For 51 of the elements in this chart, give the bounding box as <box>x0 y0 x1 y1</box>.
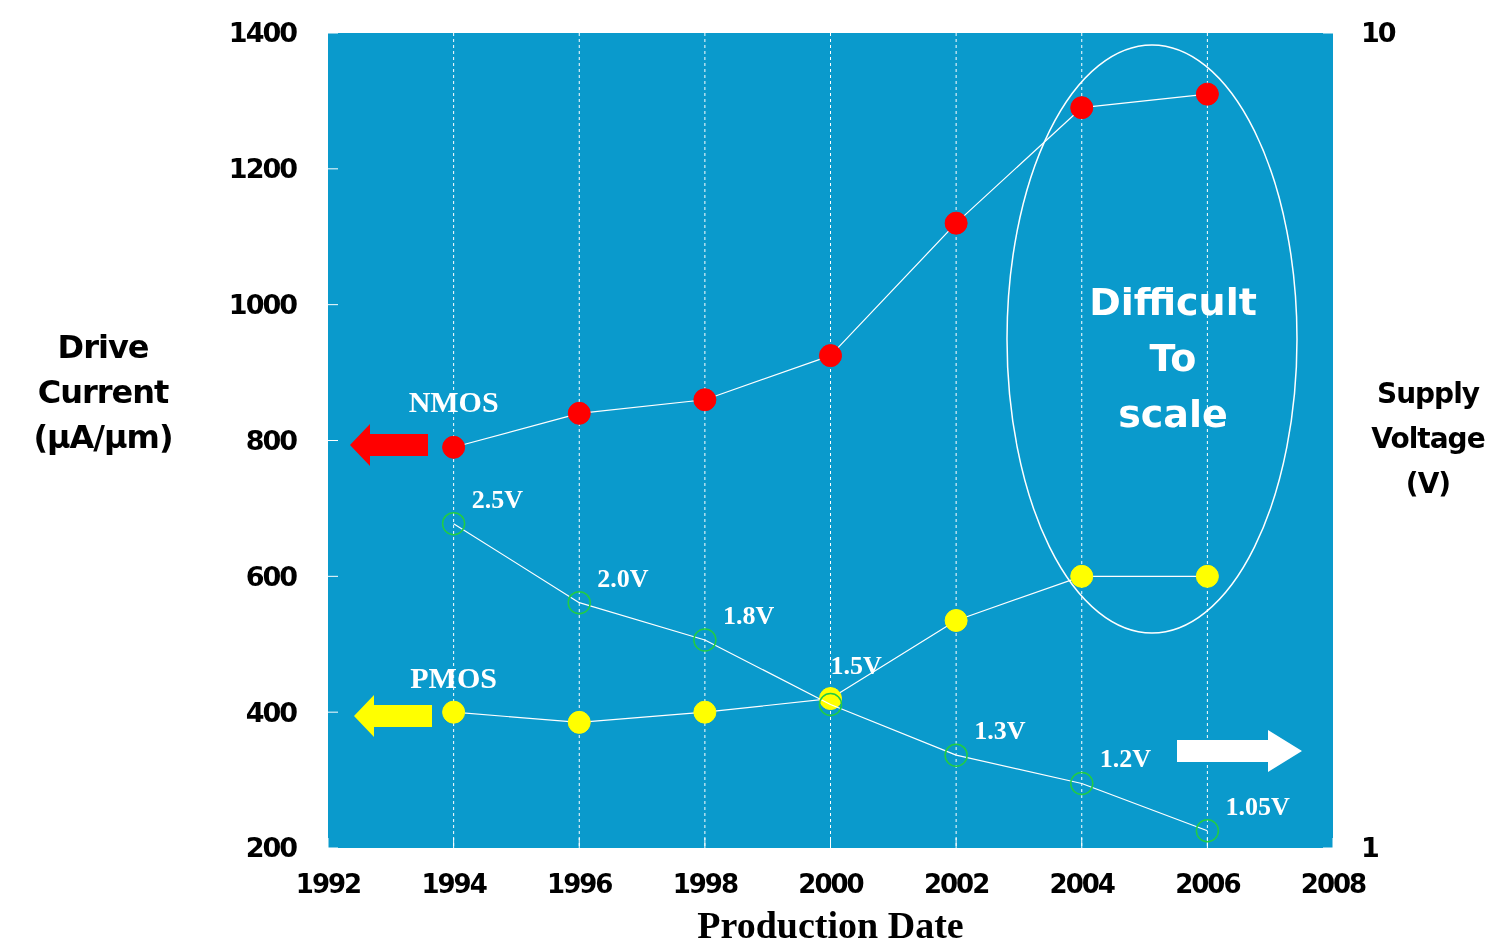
point <box>944 211 968 235</box>
x-tick-label: 2002 <box>923 869 989 899</box>
point <box>693 628 717 652</box>
point <box>442 700 466 724</box>
point <box>818 692 843 717</box>
y-tick-label: 1200 <box>228 153 298 185</box>
y2-axis-title: Supply Voltage (V) <box>1371 377 1485 500</box>
point <box>944 743 968 767</box>
point <box>693 700 717 724</box>
annotation: Difficult To scale <box>1089 280 1257 436</box>
x-tick-label: 1996 <box>547 869 613 899</box>
y-tick-label: 400 <box>245 696 298 728</box>
point <box>1195 564 1219 588</box>
point <box>567 590 591 615</box>
x-tick-label: 2006 <box>1175 869 1241 899</box>
x-axis-title: Production Date <box>697 904 964 944</box>
point <box>819 344 842 368</box>
y-tick-label: 1400 <box>228 17 298 49</box>
y-tick-label: 200 <box>245 832 298 864</box>
x-tick-label: 1992 <box>295 869 361 899</box>
series-label: NMOS <box>408 385 499 419</box>
y-axis-title: Drive Current (µA/µm) <box>33 328 173 456</box>
data-label: 2.5V <box>471 484 524 514</box>
x-tick-label: 1994 <box>421 869 487 899</box>
y2-tick-label: 10 <box>1361 17 1396 49</box>
data-label: 2.0V <box>597 563 649 593</box>
point <box>567 710 591 734</box>
x-tick-label: 2008 <box>1300 869 1367 899</box>
point <box>1195 818 1220 843</box>
data-label: 1.2V <box>1099 744 1152 774</box>
point <box>1070 564 1094 588</box>
x-tick-label: 1998 <box>672 869 738 899</box>
data-label: 1.05V <box>1225 791 1290 821</box>
y-tick-label: 1000 <box>228 289 298 321</box>
point <box>442 435 466 459</box>
point <box>1070 771 1094 796</box>
y-tick-label: 800 <box>245 424 298 456</box>
x-tick-label: 2004 <box>1049 869 1115 899</box>
data-label: 1.5V <box>830 651 882 681</box>
series-label: PMOS <box>410 661 497 695</box>
point <box>1070 96 1094 120</box>
point <box>1195 82 1219 106</box>
y2-tick-label: 1 <box>1361 832 1378 864</box>
point <box>944 608 968 632</box>
point <box>441 511 466 536</box>
x-tick-label: 2000 <box>798 869 864 899</box>
data-label: 1.8V <box>722 600 775 630</box>
y-tick-label: 600 <box>245 560 298 592</box>
point <box>567 401 591 425</box>
data-label: 1.3V <box>974 716 1026 746</box>
point <box>693 388 717 412</box>
